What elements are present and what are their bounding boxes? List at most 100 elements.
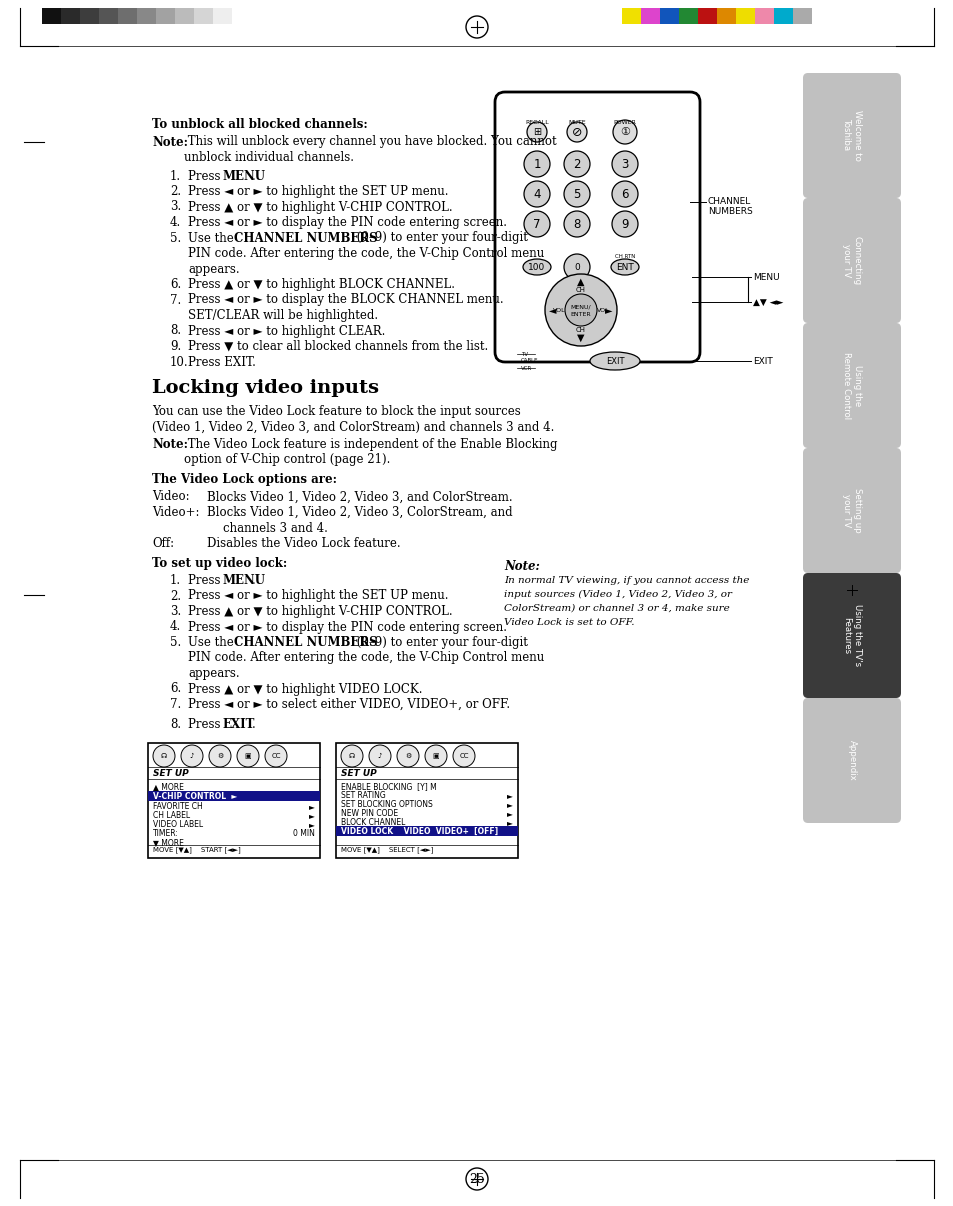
- FancyBboxPatch shape: [802, 74, 900, 198]
- Text: FAVORITE CH: FAVORITE CH: [152, 802, 203, 810]
- Text: MOVE [▼▲]    SELECT [◄►]: MOVE [▼▲] SELECT [◄►]: [340, 845, 433, 853]
- Text: (0–9) to enter your four-digit: (0–9) to enter your four-digit: [353, 232, 527, 245]
- Text: Note:: Note:: [152, 438, 188, 451]
- Text: The Video Lock feature is independent of the Enable Blocking: The Video Lock feature is independent of…: [184, 438, 557, 451]
- Text: 0: 0: [574, 263, 579, 271]
- Text: CHANNEL: CHANNEL: [707, 197, 750, 206]
- Text: V-CHIP CONTROL  ►: V-CHIP CONTROL ►: [152, 792, 237, 801]
- Circle shape: [209, 745, 231, 767]
- Text: Appendix: Appendix: [846, 740, 856, 780]
- Text: 8: 8: [573, 217, 580, 230]
- Text: SET UP: SET UP: [152, 769, 189, 778]
- Bar: [717, 8, 735, 24]
- Text: MUTE: MUTE: [568, 121, 585, 125]
- Circle shape: [340, 745, 363, 767]
- Text: appears.: appears.: [188, 667, 239, 680]
- Bar: [792, 8, 811, 24]
- Text: 8.: 8.: [170, 324, 181, 338]
- Text: 10.: 10.: [170, 356, 189, 369]
- Circle shape: [181, 745, 203, 767]
- Circle shape: [523, 211, 550, 238]
- Text: Press: Press: [188, 718, 224, 731]
- Text: CH LABEL: CH LABEL: [152, 810, 190, 820]
- Text: ►: ►: [309, 810, 314, 820]
- Text: (Video 1, Video 2, Video 3, and ColorStream) and channels 3 and 4.: (Video 1, Video 2, Video 3, and ColorStr…: [152, 421, 554, 433]
- Bar: [80, 8, 99, 24]
- Text: Welcome to
Toshiba: Welcome to Toshiba: [841, 110, 861, 160]
- Text: EXIT: EXIT: [222, 718, 254, 731]
- Text: Press ◄ or ► to highlight the SET UP menu.: Press ◄ or ► to highlight the SET UP men…: [188, 590, 448, 603]
- Text: 1.: 1.: [170, 574, 181, 587]
- Text: This will unblock every channel you have blocked. You cannot: This will unblock every channel you have…: [184, 135, 556, 148]
- Text: Press: Press: [188, 574, 224, 587]
- Text: 4.: 4.: [170, 216, 181, 229]
- Text: ENT: ENT: [616, 263, 633, 271]
- Circle shape: [526, 122, 546, 142]
- Text: Use the: Use the: [188, 636, 237, 649]
- Circle shape: [453, 745, 475, 767]
- Text: SET BLOCKING OPTIONS: SET BLOCKING OPTIONS: [340, 800, 433, 809]
- Text: 9: 9: [620, 217, 628, 230]
- Text: Press ◄ or ► to select either VIDEO, VIDEO+, or OFF.: Press ◄ or ► to select either VIDEO, VID…: [188, 698, 510, 712]
- Text: EXIT: EXIT: [605, 357, 623, 365]
- Text: ►: ►: [309, 802, 314, 810]
- Bar: [213, 8, 232, 24]
- Text: Press ▲ or ▼ to highlight BLOCK CHANNEL.: Press ▲ or ▼ to highlight BLOCK CHANNEL.: [188, 279, 455, 291]
- Text: VIDEO LABEL: VIDEO LABEL: [152, 820, 203, 829]
- Circle shape: [152, 745, 174, 767]
- Bar: [193, 8, 213, 24]
- Text: 5.: 5.: [170, 636, 181, 649]
- Text: VOL: VOL: [596, 308, 609, 312]
- Bar: [148, 743, 319, 857]
- Bar: [679, 8, 698, 24]
- Text: 3.: 3.: [170, 605, 181, 617]
- Text: ENABLE BLOCKING  [Y] M: ENABLE BLOCKING [Y] M: [340, 781, 436, 791]
- Text: To set up video lock:: To set up video lock:: [152, 556, 287, 569]
- Text: 4: 4: [533, 187, 540, 200]
- Text: Press ▼ to clear all blocked channels from the list.: Press ▼ to clear all blocked channels fr…: [188, 340, 488, 353]
- Text: PIN code. After entering the code, the V-Chip Control menu: PIN code. After entering the code, the V…: [188, 247, 543, 260]
- Text: BLOCK CHANNEL: BLOCK CHANNEL: [340, 818, 405, 827]
- Text: MENU: MENU: [222, 170, 265, 182]
- Text: 1: 1: [533, 158, 540, 170]
- Text: Press ◄ or ► to display the PIN code entering screen.: Press ◄ or ► to display the PIN code ent…: [188, 621, 506, 633]
- Text: 8.: 8.: [170, 718, 181, 731]
- Circle shape: [396, 745, 418, 767]
- Text: ▲: ▲: [577, 277, 584, 287]
- Ellipse shape: [610, 259, 639, 275]
- Circle shape: [564, 294, 597, 326]
- Text: ⊘: ⊘: [571, 125, 581, 139]
- Text: CABLE: CABLE: [520, 358, 537, 363]
- Circle shape: [563, 181, 589, 207]
- Text: appears.: appears.: [188, 263, 239, 275]
- Text: .: .: [252, 718, 255, 731]
- Text: ☊: ☊: [161, 753, 167, 759]
- Bar: [148, 791, 319, 801]
- Text: VIDEO LOCK    VIDEO  VIDEO+  [OFF]: VIDEO LOCK VIDEO VIDEO+ [OFF]: [340, 827, 497, 836]
- Text: ►: ►: [507, 809, 513, 818]
- Text: 7.: 7.: [170, 698, 181, 712]
- Text: CHANNEL NUMBERS: CHANNEL NUMBERS: [233, 232, 377, 245]
- Circle shape: [613, 121, 637, 144]
- Text: 3: 3: [620, 158, 628, 170]
- Circle shape: [612, 151, 638, 177]
- Text: SET UP: SET UP: [340, 769, 376, 778]
- Text: 100: 100: [528, 263, 545, 271]
- Bar: [754, 8, 773, 24]
- Text: ►: ►: [507, 791, 513, 800]
- Text: SET RATING: SET RATING: [340, 791, 385, 800]
- Text: POWER: POWER: [613, 121, 636, 125]
- Text: You can use the Video Lock feature to block the input sources: You can use the Video Lock feature to bl…: [152, 405, 520, 418]
- Text: ►: ►: [507, 800, 513, 809]
- Text: VOL: VOL: [552, 308, 565, 312]
- Text: Video:: Video:: [152, 491, 190, 503]
- Circle shape: [566, 122, 586, 142]
- Text: MENU/: MENU/: [570, 304, 591, 310]
- Text: Video Lock is set to OFF.: Video Lock is set to OFF.: [503, 617, 634, 627]
- Bar: [621, 8, 640, 24]
- Text: ▣: ▣: [244, 753, 251, 759]
- Text: CC: CC: [458, 753, 468, 759]
- Bar: [156, 8, 174, 24]
- Bar: [335, 826, 517, 836]
- Ellipse shape: [589, 352, 639, 370]
